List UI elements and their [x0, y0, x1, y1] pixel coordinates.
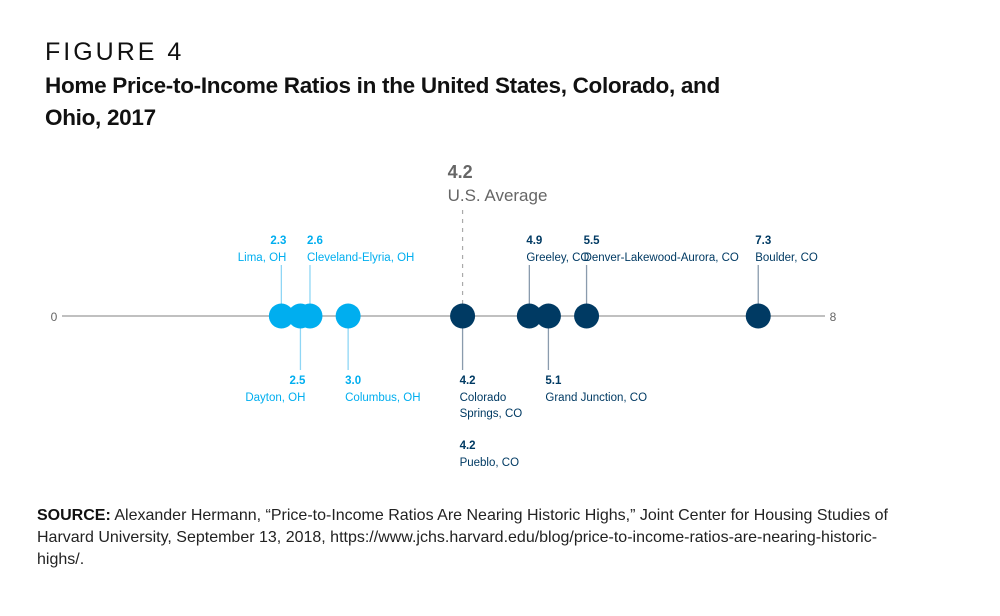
value-label-columbus-oh: 3.0	[345, 375, 361, 387]
value-label-lima-oh: 2.3	[270, 235, 286, 247]
us-average-value: 4.2	[448, 162, 473, 182]
data-point-grand-junction-co	[535, 303, 561, 329]
data-point-lima-oh	[268, 303, 294, 329]
chart-title: Home Price-to-Income Ratios in the Unite…	[45, 73, 720, 130]
tick-label-max: 8	[830, 310, 837, 324]
city-label-columbus-oh: Columbus, OH	[345, 392, 420, 404]
data-point-dayton-oh	[287, 303, 313, 329]
value-label-boulder-co: 7.3	[755, 235, 771, 247]
value-label-dayton-oh: 2.5	[289, 375, 306, 387]
city-label-lima-oh: Lima, OH	[238, 252, 287, 264]
data-point-denver-lakewood-aurora-co	[574, 303, 600, 329]
city-label-denver-lakewood-aurora-co: Denver-Lakewood-Aurora, CO	[584, 252, 739, 264]
city-label-pueblo-co: Pueblo, CO	[460, 457, 520, 469]
value-label-cleveland-elyria-oh: 2.6	[307, 235, 323, 247]
city-label-grand-junction-co: Grand Junction, CO	[545, 392, 647, 404]
us-average-label: U.S. Average	[448, 186, 548, 205]
data-point-greeley-co	[516, 303, 542, 329]
source-note: SOURCE: Alexander Hermann, “Price-to-Inc…	[37, 505, 897, 571]
data-points	[268, 303, 771, 329]
tick-label-min: 0	[51, 310, 58, 324]
value-label-greeley-co: 4.9	[526, 235, 542, 247]
city-label-dayton-oh: Dayton, OH	[245, 392, 305, 404]
city-label-greeley-co: Greeley, CO	[526, 252, 589, 264]
value-label-denver-lakewood-aurora-co: 5.5	[584, 235, 601, 247]
value-label-grand-junction-co: 5.1	[545, 375, 562, 387]
city-label-boulder-co: Boulder, CO	[755, 252, 818, 264]
data-point-columbus-oh	[335, 303, 361, 329]
data-point-boulder-co	[745, 303, 771, 329]
point-labels: 2.3 Lima, OH 2.6 Cleveland-Elyria, OH 2.5 Day…	[238, 235, 818, 469]
city-label-cleveland-elyria-oh: Cleveland-Elyria, OH	[307, 252, 414, 264]
value-label-pueblo-co: 4.2	[460, 440, 476, 452]
data-point-colorado-springs-co	[450, 303, 476, 329]
value-label-colorado-springs-co: 4.2	[460, 375, 476, 387]
figure-label: FIGURE 4	[45, 38, 185, 66]
source-label: SOURCE:	[37, 507, 111, 524]
source-text: Alexander Hermann, “Price-to-Income Rati…	[37, 507, 888, 568]
city-label-colorado-springs-co: Colorado Springs, CO	[460, 392, 523, 420]
